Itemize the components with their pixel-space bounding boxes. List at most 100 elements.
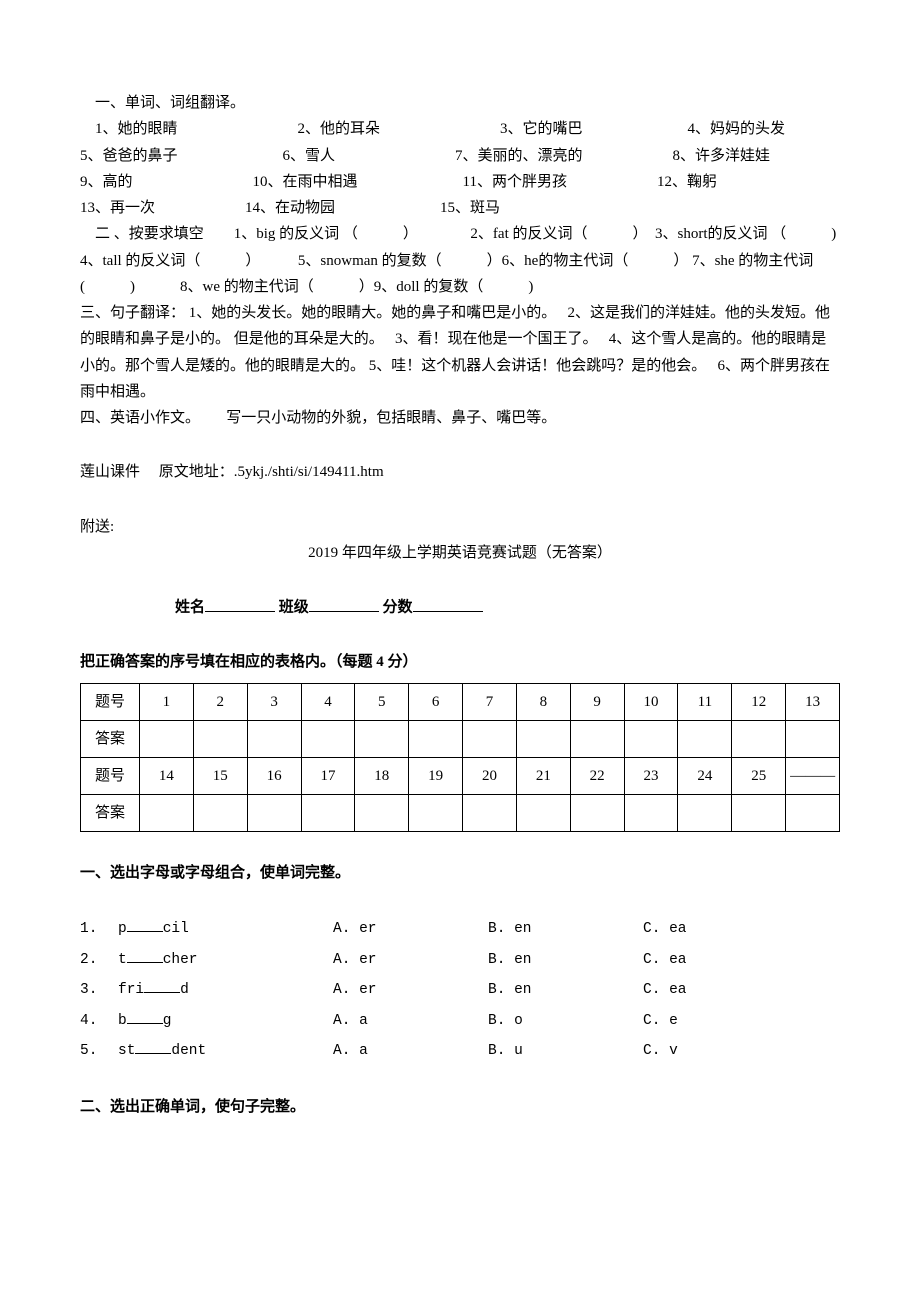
option-c[interactable]: C. e bbox=[643, 1006, 763, 1036]
answer-cell[interactable] bbox=[624, 795, 678, 832]
question-row: 5.stdentA. aB. uC. v bbox=[80, 1036, 840, 1066]
answer-cell[interactable] bbox=[140, 795, 194, 832]
question-word: frid bbox=[118, 975, 333, 1005]
option-b[interactable]: B. en bbox=[488, 975, 643, 1005]
cell: 25 bbox=[732, 758, 786, 795]
answer-cell[interactable] bbox=[786, 721, 840, 758]
cell: 18 bbox=[355, 758, 409, 795]
question-number: 2. bbox=[80, 945, 118, 975]
word-blank[interactable] bbox=[127, 917, 163, 932]
cell: 12 bbox=[732, 684, 786, 721]
source-line: 莲山课件 原文地址：.5ykj./shti/si/149411.htm bbox=[80, 459, 840, 485]
option-a[interactable]: A. er bbox=[333, 914, 488, 944]
cell: 11 bbox=[678, 684, 732, 721]
option-a[interactable]: A. er bbox=[333, 975, 488, 1005]
cell: 13 bbox=[786, 684, 840, 721]
section-3: 三、句子翻译： 1、她的头发长。她的眼睛大。她的鼻子和嘴巴是小的。 2、这是我们… bbox=[80, 300, 840, 405]
cell: 4 bbox=[301, 684, 355, 721]
answer-cell[interactable] bbox=[355, 721, 409, 758]
instruction: 把正确答案的序号填在相应的表格内。（每题 4 分） bbox=[80, 649, 840, 675]
name-label: 姓名 bbox=[175, 600, 205, 616]
row-label: 题号 bbox=[81, 684, 140, 721]
section-a-questions: 1.pcilA. erB. enC. ea2.tcherA. erB. enC.… bbox=[80, 914, 840, 1066]
question-number: 5. bbox=[80, 1036, 118, 1066]
section-4: 四、英语小作文。 写一只小动物的外貌，包括眼睛、鼻子、嘴巴等。 bbox=[80, 405, 840, 431]
option-b[interactable]: B. u bbox=[488, 1036, 643, 1066]
word-suffix: cher bbox=[163, 952, 198, 968]
question-row: 3.fridA. erB. enC. ea bbox=[80, 975, 840, 1005]
option-c[interactable]: C. v bbox=[643, 1036, 763, 1066]
word-suffix: d bbox=[180, 982, 189, 998]
option-b[interactable]: B. en bbox=[488, 945, 643, 975]
answer-cell[interactable] bbox=[301, 795, 355, 832]
section-a-title: 一、选出字母或字母组合，使单词完整。 bbox=[80, 860, 840, 886]
cell: 9 bbox=[570, 684, 624, 721]
option-c[interactable]: C. ea bbox=[643, 914, 763, 944]
answer-cell[interactable] bbox=[463, 721, 517, 758]
option-b[interactable]: B. en bbox=[488, 914, 643, 944]
answer-cell[interactable] bbox=[193, 795, 247, 832]
answer-cell[interactable] bbox=[193, 721, 247, 758]
answer-cell[interactable] bbox=[732, 721, 786, 758]
answer-cell[interactable] bbox=[247, 721, 301, 758]
answer-cell[interactable] bbox=[409, 721, 463, 758]
cell: 2 bbox=[193, 684, 247, 721]
exam-title: 2019 年四年级上学期英语竞赛试题（无答案） bbox=[80, 540, 840, 566]
word-suffix: cil bbox=[163, 921, 189, 937]
cell: 15 bbox=[193, 758, 247, 795]
table-row: 题号 1 2 3 4 5 6 7 8 9 10 11 12 13 bbox=[81, 684, 840, 721]
word-prefix: st bbox=[118, 1043, 135, 1059]
answer-cell[interactable] bbox=[409, 795, 463, 832]
answer-cell[interactable] bbox=[516, 795, 570, 832]
question-number: 1. bbox=[80, 914, 118, 944]
cell: 14 bbox=[140, 758, 194, 795]
answer-cell[interactable] bbox=[732, 795, 786, 832]
cell: 3 bbox=[247, 684, 301, 721]
question-number: 3. bbox=[80, 975, 118, 1005]
answer-cell[interactable] bbox=[678, 721, 732, 758]
question-word: stdent bbox=[118, 1036, 333, 1066]
section-1-items: 1、她的眼睛 2、他的耳朵 3、它的嘴巴 4、妈妈的头发 5、爸爸的鼻子 6、雪… bbox=[80, 116, 840, 221]
cell: 8 bbox=[516, 684, 570, 721]
score-blank[interactable] bbox=[413, 594, 483, 612]
name-blank[interactable] bbox=[205, 594, 275, 612]
word-blank[interactable] bbox=[127, 948, 163, 963]
answer-cell[interactable] bbox=[140, 721, 194, 758]
cell: 1 bbox=[140, 684, 194, 721]
option-b[interactable]: B. o bbox=[488, 1006, 643, 1036]
option-a[interactable]: A. er bbox=[333, 945, 488, 975]
question-row: 1.p cil A. erB. enC. ea bbox=[80, 914, 840, 944]
cell: 10 bbox=[624, 684, 678, 721]
word-blank[interactable] bbox=[144, 978, 180, 993]
answer-cell[interactable] bbox=[570, 795, 624, 832]
word-prefix: p bbox=[118, 921, 127, 937]
answer-cell[interactable] bbox=[516, 721, 570, 758]
answer-cell[interactable] bbox=[301, 721, 355, 758]
cell: 20 bbox=[463, 758, 517, 795]
cell: 5 bbox=[355, 684, 409, 721]
option-a[interactable]: A. a bbox=[333, 1006, 488, 1036]
answer-cell[interactable] bbox=[678, 795, 732, 832]
cell: 22 bbox=[570, 758, 624, 795]
word-blank[interactable] bbox=[127, 1009, 163, 1024]
option-c[interactable]: C. ea bbox=[643, 945, 763, 975]
word-prefix: t bbox=[118, 952, 127, 968]
class-blank[interactable] bbox=[309, 594, 379, 612]
answer-cell[interactable] bbox=[570, 721, 624, 758]
answer-cell[interactable] bbox=[463, 795, 517, 832]
word-blank[interactable] bbox=[135, 1039, 171, 1054]
cell: 16 bbox=[247, 758, 301, 795]
answer-cell[interactable] bbox=[624, 721, 678, 758]
section-1-title: 一、单词、词组翻译。 bbox=[80, 90, 840, 116]
answer-cell[interactable] bbox=[247, 795, 301, 832]
cell: 19 bbox=[409, 758, 463, 795]
row-label: 题号 bbox=[81, 758, 140, 795]
answer-cell[interactable] bbox=[355, 795, 409, 832]
option-c[interactable]: C. ea bbox=[643, 975, 763, 1005]
word-suffix: g bbox=[163, 1013, 172, 1029]
option-a[interactable]: A. a bbox=[333, 1036, 488, 1066]
table-row: 答案 bbox=[81, 721, 840, 758]
answer-table: 题号 1 2 3 4 5 6 7 8 9 10 11 12 13 答案 题号 1… bbox=[80, 683, 840, 832]
section-b-title: 二、选出正确单词，使句子完整。 bbox=[80, 1094, 840, 1120]
answer-cell[interactable] bbox=[786, 795, 840, 832]
